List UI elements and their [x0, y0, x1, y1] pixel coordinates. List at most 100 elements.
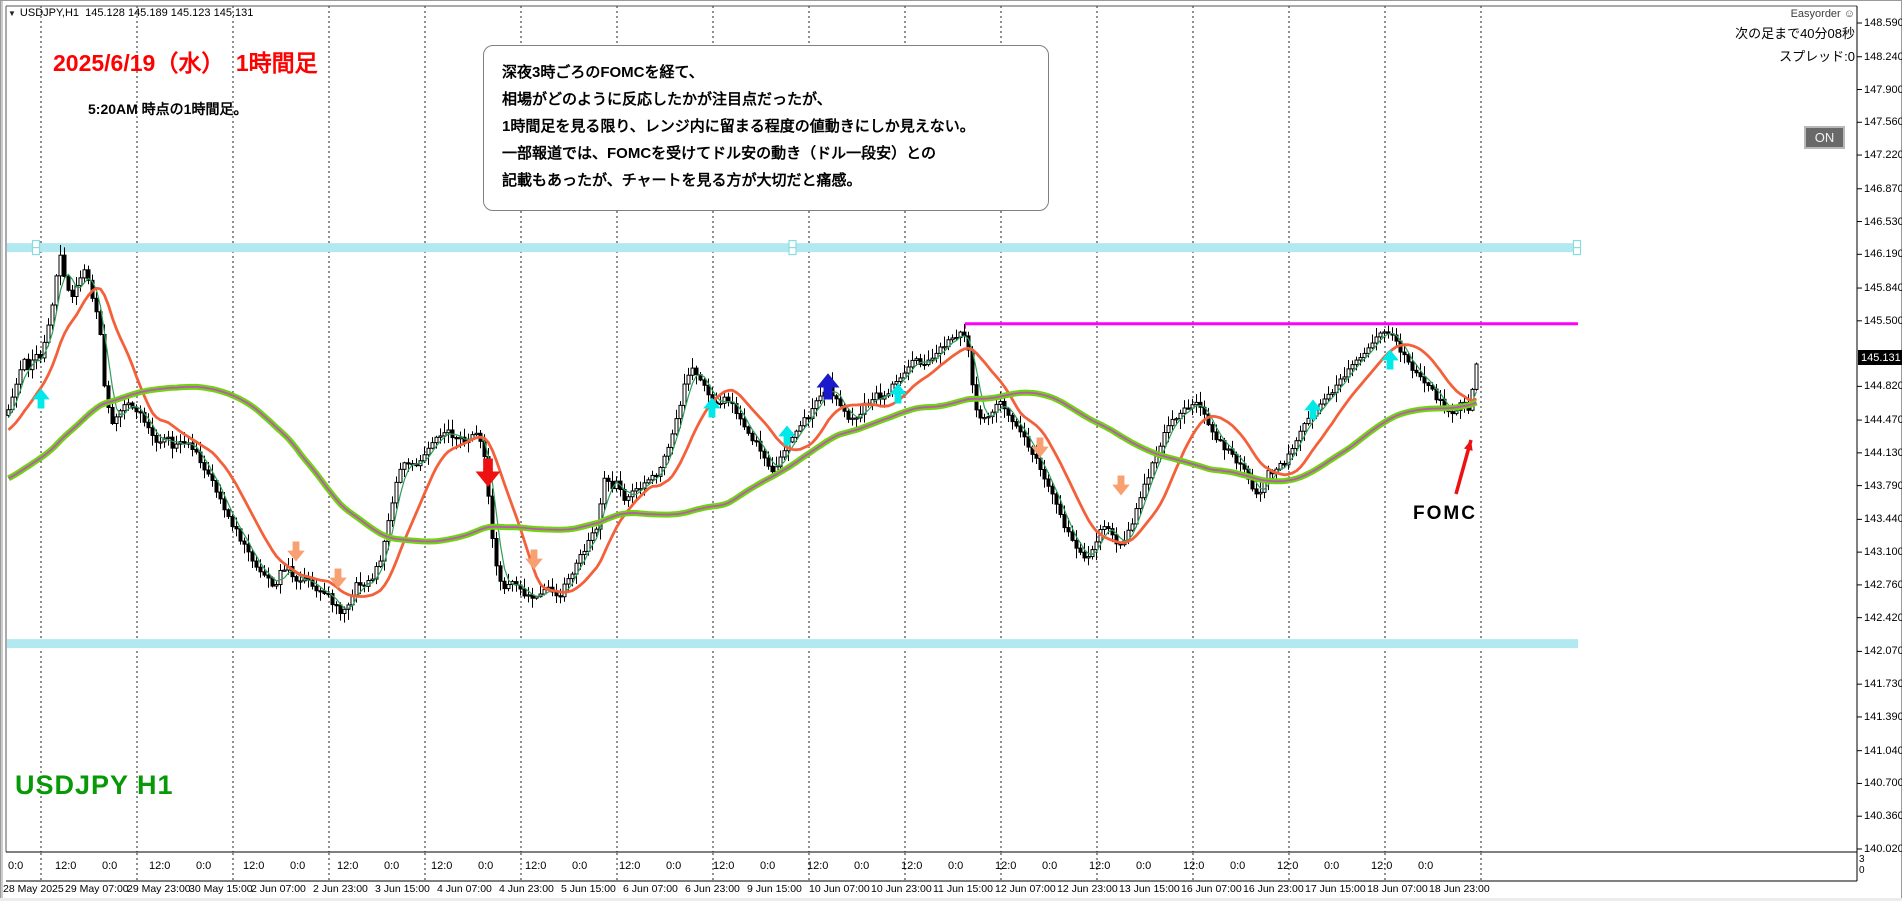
- date-tick-label: 18 Jun 23:00: [1429, 883, 1490, 895]
- date-tick-label: 30 May 15:00: [189, 883, 253, 895]
- price-tick-label: 146.530: [1864, 215, 1902, 228]
- hour-tick-label: 0:0: [1136, 860, 1152, 872]
- annotation-box[interactable]: 深夜3時ごろのFOMCを経て、 相場がどのように反応したかが注目点だったが、 1…: [483, 45, 1049, 211]
- buy-arrow: [816, 373, 840, 400]
- date-tick-label: 12 Jun 07:00: [995, 883, 1056, 895]
- price-tick-label: 141.390: [1864, 710, 1902, 723]
- sell-arrow: [287, 541, 305, 562]
- date-tick-label: 17 Jun 15:00: [1305, 883, 1366, 895]
- date-tick-label: 4 Jun 23:00: [499, 883, 554, 895]
- hour-tick-label: 0:0: [8, 860, 24, 872]
- time-note: 5:20AM 時点の1時間足。: [88, 101, 248, 117]
- hour-tick-label: 12:0: [619, 860, 641, 872]
- hour-tick-label: 0:0: [102, 860, 118, 872]
- current-price-tag: 145.131: [1858, 350, 1902, 365]
- date-tick-label: 2 Jun 07:00: [251, 883, 306, 895]
- annotation-line: 一部報道では、FOMCを受けてドル安の動き（ドル一段安）との: [502, 145, 937, 162]
- date-tick-label: 9 Jun 15:00: [747, 883, 802, 895]
- sell-arrow: [1112, 475, 1130, 496]
- price-tick-label: 140.020: [1864, 843, 1902, 855]
- annotation-line: 相場がどのように反応したかが注目点だったが、: [502, 91, 832, 108]
- fomc-arrow: [1454, 439, 1473, 495]
- selection-handles[interactable]: [31, 239, 1582, 256]
- annotation-line: 記載もあったが、チャートを見る方が大切だと痛感。: [502, 172, 862, 189]
- date-tick-label: 4 Jun 07:00: [437, 883, 492, 895]
- hour-tick-label: 0:0: [854, 860, 870, 872]
- hour-tick-label: 0:0: [384, 860, 400, 872]
- price-tick-label: 141.730: [1864, 678, 1902, 691]
- annotation-line: 1時間足を見る限り、レンジ内に留まる程度の値動きにしか見えない。: [502, 118, 975, 135]
- date-tick-label: 6 Jun 23:00: [685, 883, 740, 895]
- date-tick-label: 16 Jun 07:00: [1181, 883, 1242, 895]
- price-tick-label: 148.590: [1864, 17, 1902, 29]
- date-tick-label: 5 Jun 15:00: [561, 883, 616, 895]
- spread-value: スプレッド:0: [1779, 49, 1855, 64]
- buy-arrow: [703, 397, 721, 418]
- hour-tick-label: 12:0: [901, 860, 923, 872]
- symbol-watermark: USDJPY H1: [15, 770, 174, 800]
- price-tick-label: 142.070: [1864, 645, 1902, 658]
- buy-arrow: [1381, 349, 1399, 370]
- medium-ma: [7, 286, 1477, 598]
- date-tick-label: 16 Jun 23:00: [1243, 883, 1304, 895]
- next-candle-countdown: 次の足まで40分08秒: [1735, 26, 1855, 41]
- price-axis[interactable]: 148.590 148.240 147.900 147.560 147.220 146.8…: [1857, 0, 1902, 901]
- easyorder-title: Easyorder ☺: [1790, 8, 1855, 20]
- price-tick-label: 142.760: [1864, 578, 1902, 591]
- price-tick-label: 148.240: [1864, 50, 1902, 63]
- buy-arrow: [32, 388, 50, 409]
- price-tick-label: 142.420: [1864, 611, 1902, 624]
- hour-tick-label: 12:0: [243, 860, 265, 872]
- easyorder-on-button[interactable]: ON: [1804, 126, 1845, 149]
- sell-arrow: [1031, 437, 1049, 458]
- date-tick-label: 2 Jun 23:00: [313, 883, 368, 895]
- buy-arrow: [1304, 399, 1322, 420]
- date-tick-label: 28 May 2025: [3, 883, 64, 895]
- hour-tick-label: 12:0: [807, 860, 829, 872]
- price-tick-label: 140.700: [1864, 777, 1902, 790]
- price-tick-label: 141.040: [1864, 744, 1902, 757]
- date-tick-label: 10 Jun 07:00: [809, 883, 870, 895]
- price-tick-label: 140.360: [1864, 810, 1902, 823]
- price-tick-label: 144.820: [1864, 380, 1902, 393]
- hour-tick-label: 12:0: [431, 860, 453, 872]
- price-tick-label: 147.560: [1864, 116, 1902, 129]
- hour-tick-label: 12:0: [995, 860, 1017, 872]
- hour-tick-label: 12:0: [337, 860, 359, 872]
- hour-tick-label: 0:0: [948, 860, 964, 872]
- price-tick-label: 144.470: [1864, 414, 1902, 427]
- time-axis-hours[interactable]: 0:0 12:0 0:0 12:0 0:0 12:0 0:0 12:0 0:0 12:0 0:0 12…: [0, 853, 1857, 881]
- window-bottom-strip: [0, 898, 1902, 901]
- price-tick-label: 143.440: [1864, 513, 1902, 526]
- hour-tick-label: 0:0: [572, 860, 588, 872]
- fomc-label: FOMC: [1413, 503, 1477, 524]
- signal-arrows: [32, 349, 1399, 589]
- date-tick-label: 6 Jun 07:00: [623, 883, 678, 895]
- easyorder-panel: Easyorder ☺ 次の足まで40分08秒 スプレッド:0: [1735, 8, 1855, 65]
- date-tick-label: 29 May 07:00: [65, 883, 129, 895]
- hour-tick-label: 12:0: [525, 860, 547, 872]
- date-tick-label: 18 Jun 07:00: [1367, 883, 1428, 895]
- price-tick-label: 146.190: [1864, 248, 1902, 261]
- hour-tick-label: 12:0: [1277, 860, 1299, 872]
- price-tick-label: 147.900: [1864, 83, 1902, 96]
- hour-tick-label: 0:0: [760, 860, 776, 872]
- hour-tick-label: 0:0: [478, 860, 494, 872]
- chart-title-bar: ▼ USDJPY,H1 145.128 145.189 145.123 145.…: [8, 7, 253, 19]
- hour-tick-label: 12:0: [713, 860, 735, 872]
- hour-tick-label: 12:0: [1183, 860, 1205, 872]
- date-tick-label: 12 Jun 23:00: [1057, 883, 1118, 895]
- hour-tick-label: 0:0: [666, 860, 682, 872]
- plot-borders: [1, 0, 1862, 898]
- collapse-indicator-icon[interactable]: ▼: [8, 8, 16, 18]
- price-tick-label: 145.840: [1864, 282, 1902, 294]
- date-tick-label: 11 Jun 15:00: [933, 883, 993, 895]
- date-heading: 2025/6/19（水） 1時間足: [53, 50, 318, 76]
- time-axis-dates[interactable]: 28 May 2025 29 May 07:00 29 May 23:00 30 Ma…: [0, 881, 1902, 898]
- price-tick-label: 147.220: [1864, 149, 1902, 161]
- annotation-line: 深夜3時ごろのFOMCを経て、: [502, 64, 704, 81]
- date-tick-label: 29 May 23:00: [127, 883, 191, 895]
- hour-tick-label: 0:0: [1042, 860, 1058, 872]
